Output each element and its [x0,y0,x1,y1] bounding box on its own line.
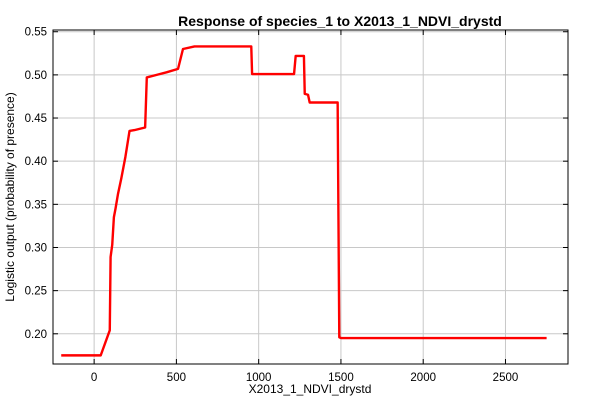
grid [53,30,568,364]
x-tick-label: 2500 [493,372,519,384]
x-tick-label: 500 [167,372,186,384]
y-tick-label: 0.20 [25,329,47,341]
y-tick-label: 0.30 [25,242,47,254]
x-tick-label: 1500 [328,372,354,384]
tick-labels: 0 500 1000 1500 2000 2500 0.20 0.25 0.30 0.35 0.40… [25,27,519,384]
y-tick-label: 0.35 [25,199,47,211]
x-tick-label: 1000 [246,372,272,384]
y-axis-label: Logistic output (probability of presence… [3,92,17,301]
y-tick-label: 0.50 [25,70,47,82]
plot-frame [52,29,569,365]
y-tick-label: 0.25 [25,286,47,298]
y-tick-label: 0.45 [25,113,47,125]
axis-ticks [53,30,568,364]
chart-title: Response of species_1 to X2013_1_NDVI_dr… [178,13,502,29]
x-tick-label: 0 [91,372,97,384]
series-line [61,45,547,357]
y-tick-label: 0.40 [25,156,47,168]
y-tick-label: 0.55 [25,27,47,39]
x-tick-label: 2000 [410,372,436,384]
x-axis-label: X2013_1_NDVI_drystd [249,382,372,396]
